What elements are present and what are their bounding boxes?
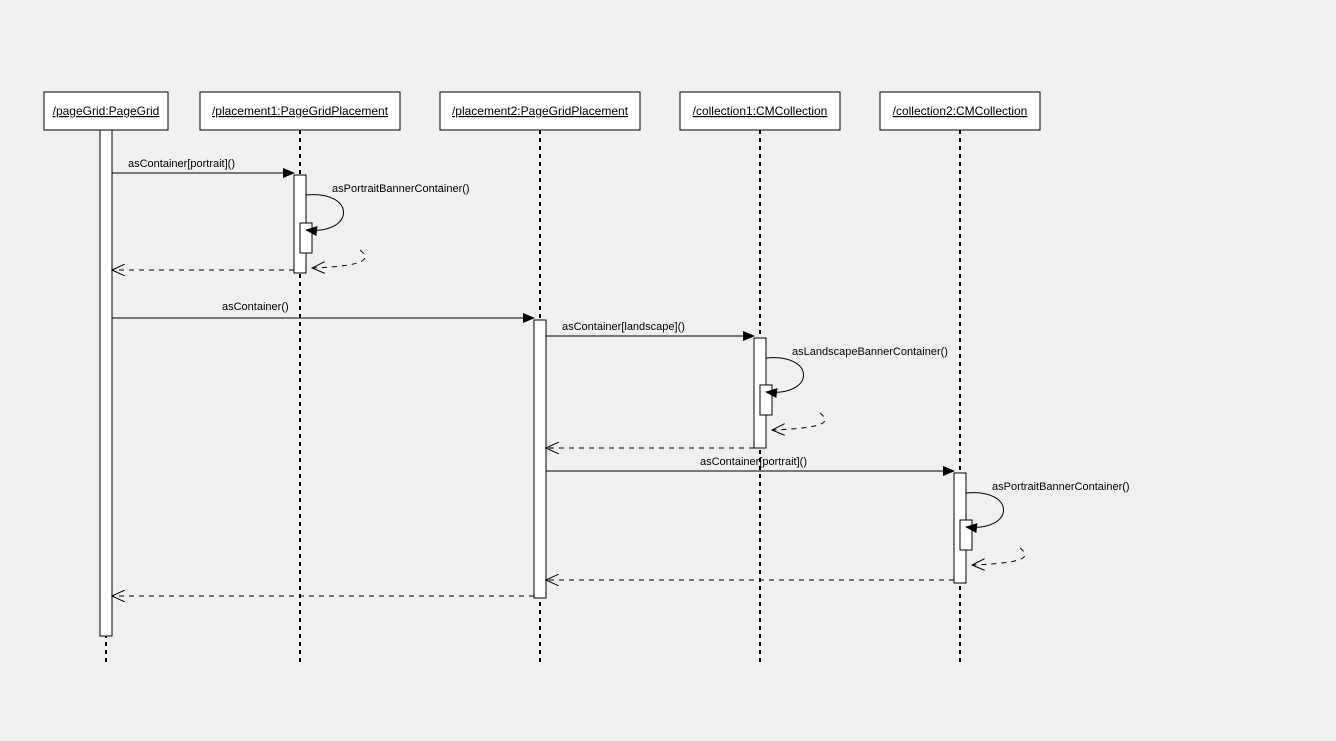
activation-collection1_inner	[760, 385, 772, 415]
lifeline-label-placement2: /placement2:PageGridPlacement	[452, 104, 629, 118]
self-call-label-6: asLandscapeBannerContainer()	[792, 346, 948, 358]
activation-pageGrid	[100, 130, 112, 636]
lifeline-label-collection2: /collection2:CMCollection	[893, 104, 1028, 118]
activation-collection2_inner	[960, 520, 972, 550]
activation-placement2	[534, 320, 546, 598]
self-call-label-1: asPortraitBannerContainer()	[332, 183, 470, 195]
message-label-4: asContainer()	[222, 301, 289, 313]
message-label-5: asContainer[landscape]()	[562, 321, 685, 333]
message-label-0: asContainer[portrait]()	[128, 158, 235, 170]
self-call-label-10: asPortraitBannerContainer()	[992, 481, 1130, 493]
lifeline-label-placement1: /placement1:PageGridPlacement	[212, 104, 389, 118]
lifeline-label-pageGrid: /pageGrid:PageGrid	[53, 104, 160, 118]
message-label-9: asContainer[portrait]()	[700, 456, 807, 468]
lifeline-label-collection1: /collection1:CMCollection	[693, 104, 828, 118]
sequence-diagram: /pageGrid:PageGrid/placement1:PageGridPl…	[0, 0, 1336, 741]
activation-placement1_inner	[300, 223, 312, 253]
